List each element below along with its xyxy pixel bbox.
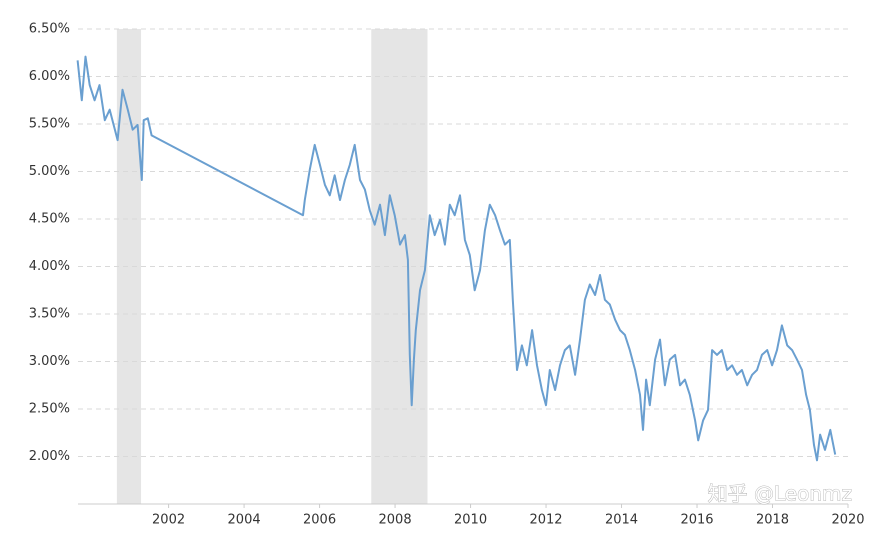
yield-line: [76, 55, 837, 462]
x-tick-label: 2002: [152, 513, 185, 528]
y-tick-label: 4.00%: [29, 259, 70, 274]
recession-band: [371, 29, 428, 504]
y-tick-label: 2.50%: [29, 402, 70, 417]
x-tick-label: 2016: [680, 513, 713, 528]
y-tick-label: 3.00%: [29, 354, 70, 369]
x-tick-label: 2004: [228, 513, 261, 528]
x-tick-label: 2006: [303, 513, 336, 528]
watermark: 知乎 @Leonmz: [708, 482, 852, 506]
x-tick-label: 2012: [529, 513, 562, 528]
y-tick-label: 2.00%: [29, 449, 70, 464]
y-tick-label: 6.50%: [29, 22, 70, 37]
y-tick-label: 6.00%: [29, 69, 70, 84]
y-tick-label: 4.50%: [29, 212, 70, 227]
x-tick-label: 2020: [831, 513, 864, 528]
x-tick-label: 2010: [454, 513, 487, 528]
y-tick-label: 5.00%: [29, 164, 70, 179]
x-tick-label: 2018: [756, 513, 789, 528]
y-tick-label: 5.50%: [29, 117, 70, 132]
y-tick-label: 3.50%: [29, 307, 70, 322]
x-tick-label: 2014: [605, 513, 638, 528]
x-tick-label: 2008: [379, 513, 412, 528]
